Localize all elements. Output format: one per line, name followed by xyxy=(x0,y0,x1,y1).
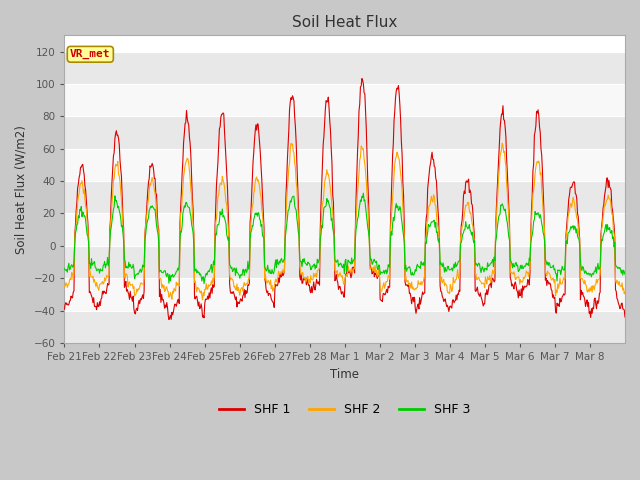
Bar xyxy=(65,149,625,181)
SHF 2 xyxy=(199,297,207,303)
SHF 2 xyxy=(230,284,238,290)
SHF 1 xyxy=(61,306,68,312)
Bar xyxy=(65,214,625,246)
SHF 1 xyxy=(230,291,238,297)
Bar xyxy=(65,51,625,84)
Bar xyxy=(65,246,625,278)
SHF 2 xyxy=(499,140,506,146)
SHF 1 xyxy=(258,177,266,182)
Bar xyxy=(65,181,625,214)
Bar xyxy=(65,278,625,311)
SHF 2 xyxy=(435,231,442,237)
Legend: SHF 1, SHF 2, SHF 3: SHF 1, SHF 2, SHF 3 xyxy=(214,398,476,421)
SHF 3 xyxy=(258,222,266,228)
Y-axis label: Soil Heat Flux (W/m2): Soil Heat Flux (W/m2) xyxy=(15,125,28,253)
SHF 2 xyxy=(403,279,411,285)
SHF 2 xyxy=(621,289,629,295)
X-axis label: Time: Time xyxy=(330,368,359,381)
SHF 3 xyxy=(200,281,208,287)
SHF 3 xyxy=(61,266,68,272)
SHF 3 xyxy=(230,265,238,271)
SHF 3 xyxy=(436,236,444,241)
Line: SHF 1: SHF 1 xyxy=(65,79,625,320)
SHF 1 xyxy=(165,317,173,323)
SHF 1 xyxy=(358,76,365,82)
Line: SHF 3: SHF 3 xyxy=(65,193,625,284)
Line: SHF 2: SHF 2 xyxy=(65,143,625,300)
Bar xyxy=(65,311,625,343)
SHF 1 xyxy=(279,273,287,278)
SHF 2 xyxy=(258,206,266,212)
Text: VR_met: VR_met xyxy=(70,49,111,60)
Bar xyxy=(65,116,625,149)
SHF 1 xyxy=(436,241,444,247)
SHF 3 xyxy=(360,190,367,196)
SHF 1 xyxy=(126,288,134,294)
Bar xyxy=(65,84,625,116)
SHF 1 xyxy=(621,314,629,320)
Title: Soil Heat Flux: Soil Heat Flux xyxy=(292,15,397,30)
SHF 2 xyxy=(126,282,134,288)
SHF 2 xyxy=(279,267,287,273)
SHF 2 xyxy=(61,284,68,289)
SHF 3 xyxy=(126,262,134,267)
SHF 3 xyxy=(404,265,412,271)
SHF 3 xyxy=(279,260,287,265)
SHF 3 xyxy=(621,272,629,277)
SHF 1 xyxy=(404,284,412,289)
